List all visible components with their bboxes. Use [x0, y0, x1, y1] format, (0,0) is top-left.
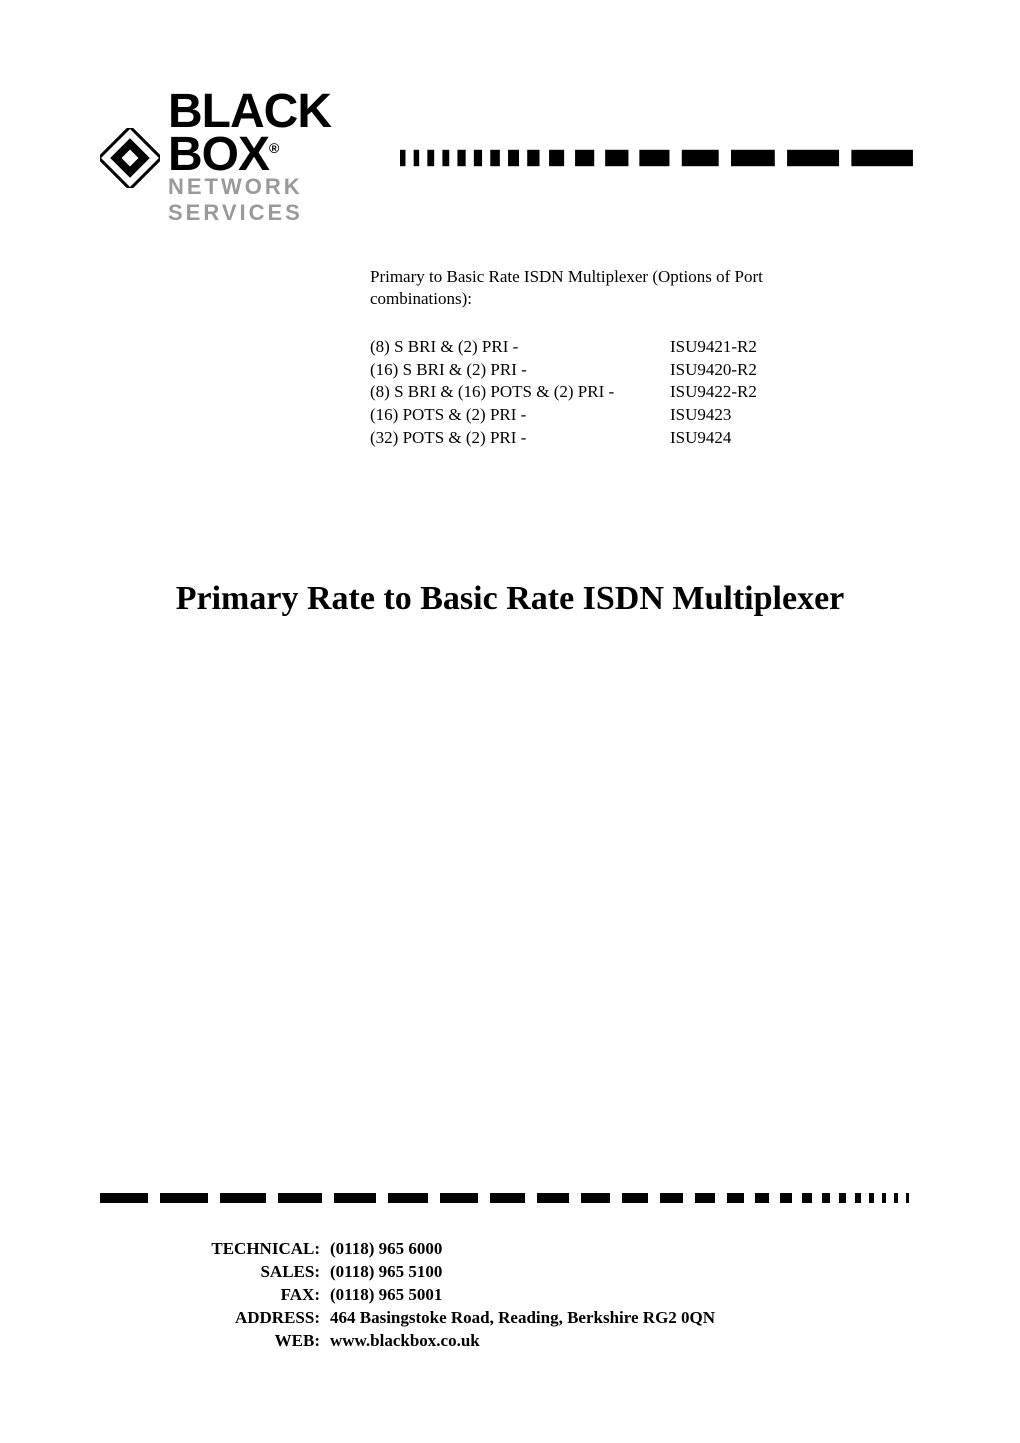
logo-main-text: BLACK BOX® [168, 90, 390, 176]
contact-row: SALES:(0118) 965 5100 [195, 1261, 920, 1284]
contact-value: 464 Basingstoke Road, Reading, Berkshire… [330, 1307, 715, 1330]
contact-value: www.blackbox.co.uk [330, 1330, 480, 1353]
page-title: Primary Rate to Basic Rate ISDN Multiple… [100, 580, 920, 618]
product-row: (16) S BRI & (2) PRI -ISU9420-R2 [370, 359, 920, 382]
product-code: ISU9422-R2 [670, 381, 920, 404]
top-dash-decoration [400, 148, 920, 168]
product-code: ISU9420-R2 [670, 359, 920, 382]
header-row: BLACK BOX® NETWORK SERVICES [100, 90, 920, 226]
company-logo: BLACK BOX® NETWORK SERVICES [100, 90, 390, 226]
product-row: (8) S BRI & (2) PRI -ISU9421-R2 [370, 336, 920, 359]
contact-label: WEB: [195, 1330, 330, 1353]
contact-label: FAX: [195, 1284, 330, 1307]
contact-row: FAX:(0118) 965 5001 [195, 1284, 920, 1307]
footer: TECHNICAL:(0118) 965 6000SALES:(0118) 96… [100, 1188, 920, 1353]
contact-row: ADDRESS:464 Basingstoke Road, Reading, B… [195, 1307, 920, 1330]
product-row: (16) POTS & (2) PRI -ISU9423 [370, 404, 920, 427]
contact-row: TECHNICAL:(0118) 965 6000 [195, 1238, 920, 1261]
contact-value: (0118) 965 5001 [330, 1284, 442, 1307]
product-row: (32) POTS & (2) PRI -ISU9424 [370, 427, 920, 450]
bottom-dash-decoration [100, 1188, 920, 1208]
product-code: ISU9424 [670, 427, 920, 450]
registered-mark: ® [269, 140, 278, 156]
product-list: (8) S BRI & (2) PRI -ISU9421-R2(16) S BR… [370, 336, 920, 451]
contact-info: TECHNICAL:(0118) 965 6000SALES:(0118) 96… [195, 1238, 920, 1353]
intro-line-1: Primary to Basic Rate ISDN Multiplexer (… [370, 266, 920, 288]
contact-label: ADDRESS: [195, 1307, 330, 1330]
product-description: (16) S BRI & (2) PRI - [370, 359, 670, 382]
product-row: (8) S BRI & (16) POTS & (2) PRI -ISU9422… [370, 381, 920, 404]
logo-sub-text: NETWORK SERVICES [168, 174, 390, 226]
product-code: ISU9421-R2 [670, 336, 920, 359]
product-description: (16) POTS & (2) PRI - [370, 404, 670, 427]
product-description: (32) POTS & (2) PRI - [370, 427, 670, 450]
contact-row: WEB:www.blackbox.co.uk [195, 1330, 920, 1353]
product-description: (8) S BRI & (2) PRI - [370, 336, 670, 359]
product-description: (8) S BRI & (16) POTS & (2) PRI - [370, 381, 670, 404]
contact-label: SALES: [195, 1261, 330, 1284]
contact-label: TECHNICAL: [195, 1238, 330, 1261]
logo-text: BLACK BOX® NETWORK SERVICES [168, 90, 390, 226]
diamond-icon [100, 128, 160, 188]
logo-brand: BLACK BOX [168, 85, 331, 181]
intro-text: Primary to Basic Rate ISDN Multiplexer (… [370, 266, 920, 310]
intro-line-2: combinations): [370, 288, 920, 310]
contact-value: (0118) 965 5100 [330, 1261, 442, 1284]
contact-value: (0118) 965 6000 [330, 1238, 442, 1261]
product-code: ISU9423 [670, 404, 920, 427]
